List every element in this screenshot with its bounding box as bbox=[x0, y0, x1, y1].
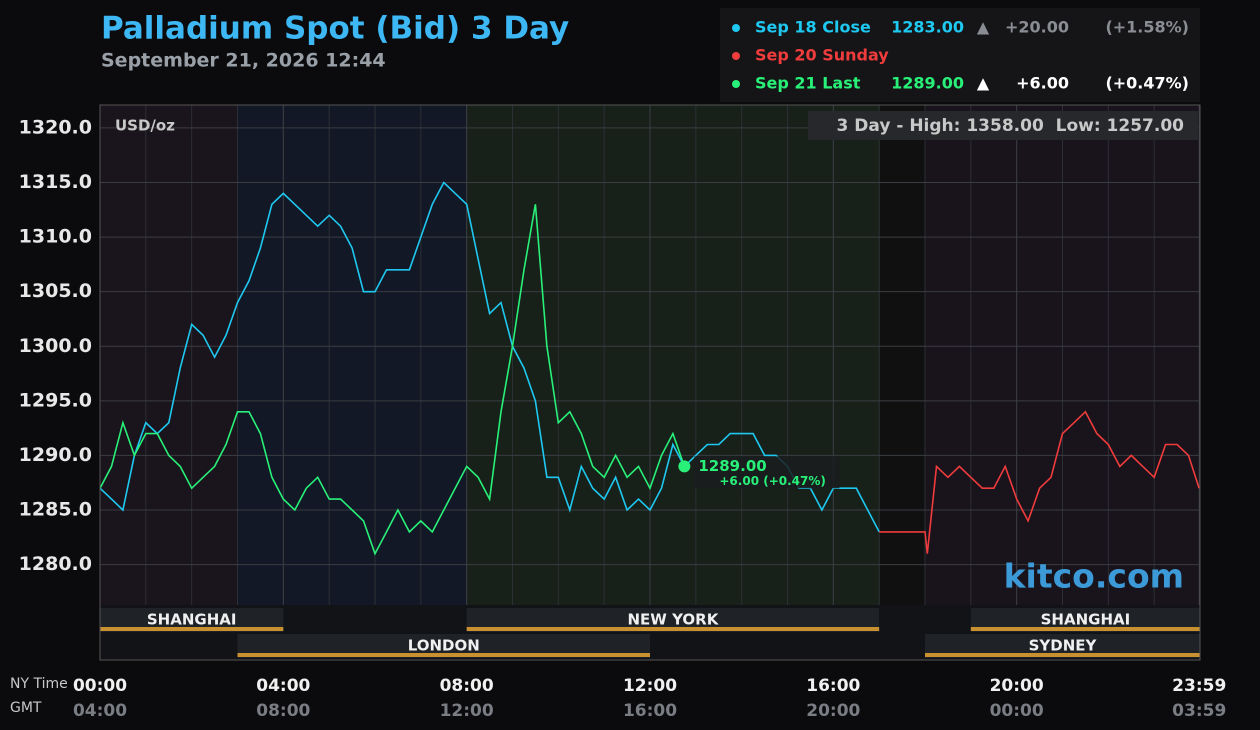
range-note: 3 Day - High: 1358.00 Low: 1257.00 bbox=[837, 116, 1185, 136]
current-marker bbox=[678, 460, 691, 473]
region bbox=[466, 105, 880, 605]
x-tick-label: 20:00 bbox=[990, 676, 1044, 696]
y-tick-label: 1295.0 bbox=[19, 389, 92, 411]
y-tick-label: 1300.0 bbox=[19, 335, 92, 357]
session-line bbox=[100, 627, 284, 631]
x2-tick-label: 04:00 bbox=[73, 701, 127, 721]
legend-change-pct: (+0.47%) bbox=[1105, 74, 1189, 93]
frame bbox=[99, 104, 1201, 661]
session-label: SHANGHAI bbox=[1041, 611, 1131, 629]
session-label: NEW YORK bbox=[628, 611, 720, 629]
y-tick-label: 1280.0 bbox=[19, 553, 92, 575]
session-line bbox=[925, 653, 1200, 657]
session-label: LONDON bbox=[408, 637, 480, 655]
legend-arrow: ▲ bbox=[977, 18, 990, 37]
x2-axis-label: GMT bbox=[10, 700, 42, 716]
legend-arrow: ▲ bbox=[977, 74, 990, 93]
session-label: SHANGHAI bbox=[147, 611, 237, 629]
series-line bbox=[99, 181, 880, 533]
x2-tick-label: 20:00 bbox=[806, 701, 860, 721]
marker-sublabel: +6.00 (+0.47%) bbox=[719, 474, 826, 488]
x-tick-label: 12:00 bbox=[623, 676, 677, 696]
session-label: SYDNEY bbox=[1029, 637, 1098, 655]
x2-tick-label: 00:00 bbox=[990, 701, 1044, 721]
range-box bbox=[808, 111, 1198, 140]
series-line bbox=[99, 204, 686, 556]
chart-title: Palladium Spot (Bid) 3 Day bbox=[101, 11, 569, 47]
y-tick-label: 1320.0 bbox=[19, 116, 92, 138]
x-tick-label: 00:00 bbox=[73, 676, 127, 696]
watermark: kitco.com bbox=[1004, 557, 1184, 596]
x2-tick-label: 12:00 bbox=[440, 701, 494, 721]
region bbox=[880, 105, 925, 605]
session-line bbox=[466, 627, 880, 631]
series-line bbox=[879, 410, 1200, 554]
marker-label: 1289.00 bbox=[698, 457, 766, 475]
legend-name: Sep 21 Last bbox=[755, 74, 861, 93]
x-tick-label: 08:00 bbox=[440, 676, 494, 696]
legend-name: Sep 20 Sunday bbox=[755, 46, 889, 65]
legend-dot bbox=[732, 52, 740, 60]
y-tick-label: 1315.0 bbox=[19, 171, 92, 193]
marker-box bbox=[694, 456, 840, 489]
legend-quote: 1289.00 bbox=[891, 74, 964, 93]
legend-dot bbox=[732, 80, 740, 88]
y-tick-label: 1290.0 bbox=[19, 444, 92, 466]
region bbox=[237, 105, 466, 605]
x2-tick-label: 16:00 bbox=[623, 701, 677, 721]
y-tick-label: 1310.0 bbox=[19, 226, 92, 248]
legend-change: +20.00 bbox=[1005, 18, 1069, 37]
legend bbox=[720, 8, 1200, 102]
session-line bbox=[237, 653, 650, 657]
subtitle: September 21, 2026 12:44 bbox=[101, 50, 386, 72]
session-line bbox=[970, 627, 1200, 631]
x2-tick-label: 08:00 bbox=[256, 701, 310, 721]
x-axis-label: NY Time bbox=[10, 676, 68, 692]
x2-tick-label: 03:59 bbox=[1172, 701, 1226, 721]
x-tick-label: 23:59 bbox=[1172, 676, 1226, 696]
unit-label: USD/oz bbox=[115, 117, 175, 135]
x-tick-label: 16:00 bbox=[806, 676, 860, 696]
legend-dot bbox=[732, 24, 740, 32]
y-tick-label: 1285.0 bbox=[19, 499, 92, 521]
legend-change-pct: (+1.58%) bbox=[1105, 18, 1189, 37]
legend-name: Sep 18 Close bbox=[755, 18, 871, 37]
y-tick-label: 1305.0 bbox=[19, 280, 92, 302]
legend-quote: 1283.00 bbox=[891, 18, 964, 37]
legend-change: +6.00 bbox=[1016, 74, 1069, 93]
x-tick-label: 04:00 bbox=[256, 676, 310, 696]
